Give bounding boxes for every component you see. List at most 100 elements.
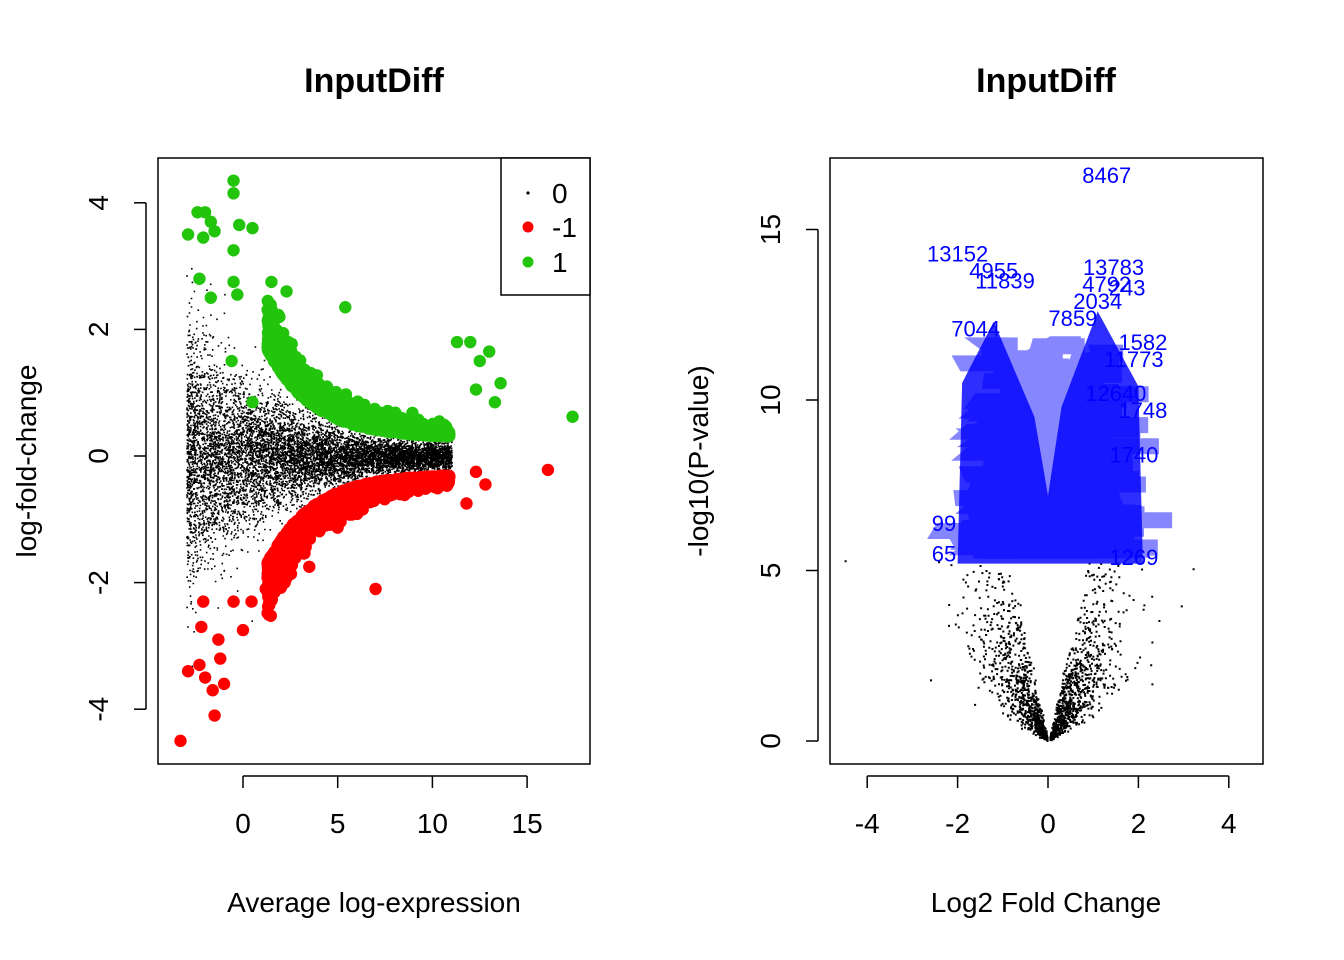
- volcano-gene-label: 8467: [1082, 163, 1131, 188]
- ma-point: [227, 595, 240, 608]
- ma-y-tick-label: 0: [83, 448, 114, 464]
- ma-x-tick-label: 0: [235, 808, 251, 839]
- ma-point: [245, 595, 258, 608]
- volcano-gene-label: 1582: [1118, 330, 1167, 355]
- ma-point: [236, 623, 250, 637]
- volcano-x-tick-label: -2: [945, 808, 970, 839]
- volcano-plot-x-label: Log2 Fold Change: [931, 887, 1161, 918]
- volcano-x-tick-label: -4: [855, 808, 880, 839]
- ma-x-tick-label: 5: [330, 808, 346, 839]
- ma-point: [473, 354, 486, 368]
- legend-marker-1: [522, 256, 534, 268]
- volcano-x-tick-label: 2: [1131, 808, 1147, 839]
- ma-point: [246, 395, 259, 409]
- volcano-gene-label: 11773: [1104, 347, 1164, 372]
- ma-point: [197, 231, 210, 244]
- volcano-gene-label: 2034: [1073, 289, 1122, 314]
- volcano-gene-label: 7044: [951, 316, 1000, 341]
- ma-plot-y-label: log-fold-change: [11, 364, 42, 557]
- ma-plot-title: InputDiff: [304, 62, 444, 100]
- volcano-gene-label: 11839: [975, 269, 1035, 294]
- ma-plot-x-label: Average log-expression: [227, 887, 521, 918]
- ma-point: [212, 633, 225, 646]
- ma-point: [469, 383, 483, 396]
- legend-marker-0: [526, 191, 530, 195]
- ma-point: [198, 206, 212, 219]
- ma-point: [479, 478, 492, 491]
- ma-series-neg1-points: [174, 463, 555, 748]
- legend-label-neg1: -1: [552, 212, 577, 243]
- ma-point: [193, 658, 206, 672]
- ma-point: [227, 187, 240, 200]
- ma-point: [208, 225, 221, 238]
- ma-series-1-points: [181, 174, 579, 443]
- ma-x-tick-label: 15: [512, 808, 543, 839]
- volcano-label-mass: [957, 311, 1143, 564]
- volcano-plot-panel: InputDiff Log2 Fold Change -log10(P-valu…: [683, 62, 1264, 918]
- ma-point: [460, 497, 473, 510]
- ma-y-tick-label: -4: [83, 697, 114, 722]
- volcano-gene-label: 1269: [1109, 545, 1158, 570]
- volcano-gene-label: 13152: [927, 241, 988, 266]
- ma-point: [303, 560, 316, 573]
- volcano-plot-title: InputDiff: [976, 62, 1116, 100]
- ma-plot-panel: InputDiff Average log-expression log-fol…: [11, 62, 591, 918]
- volcano-plot-axes: -4 -2 0 2 4 0 5 10 15: [755, 214, 1237, 839]
- ma-point: [265, 275, 278, 289]
- ma-point: [195, 620, 208, 634]
- ma-point: [225, 354, 238, 368]
- volcano-plot-y-label: -log10(P-value): [683, 365, 714, 556]
- legend-label-0: 0: [552, 178, 568, 209]
- ma-plot-points: [174, 174, 579, 748]
- ma-point: [280, 285, 293, 298]
- ma-plot-legend: 0 -1 1: [500, 157, 591, 296]
- ma-x-tick-label: 10: [417, 808, 448, 839]
- volcano-gene-label: 1748: [1118, 398, 1167, 423]
- ma-point: [208, 709, 221, 722]
- volcano-gene-label: 12640: [1085, 381, 1146, 406]
- volcano-x-tick-label: 0: [1040, 808, 1056, 839]
- volcano-y-tick-label: 10: [755, 384, 786, 415]
- ma-point: [233, 218, 246, 232]
- ma-point: [259, 582, 272, 596]
- ma-plot-frame: [157, 157, 591, 765]
- legend-label-1: 1: [552, 247, 568, 278]
- ma-point: [181, 228, 195, 241]
- volcano-gene-label: 4792: [1082, 272, 1131, 297]
- volcano-gene-label: 243: [1109, 275, 1146, 300]
- volcano-gene-label: 7859: [1048, 306, 1097, 331]
- volcano-y-tick-label: 5: [755, 563, 786, 579]
- ma-point: [278, 576, 291, 589]
- volcano-y-tick-label: 15: [755, 214, 786, 245]
- ma-point: [204, 291, 218, 304]
- ma-plot-axes: 0 5 10 15 -4 -2 0 2 4: [83, 195, 543, 839]
- ma-point: [450, 335, 464, 349]
- ma-point: [198, 671, 212, 684]
- ma-point: [204, 215, 218, 228]
- volcano-gene-label: 1740: [1109, 443, 1158, 468]
- legend-box: [500, 157, 591, 296]
- ma-point: [174, 734, 187, 748]
- legend-marker-neg1: [522, 221, 534, 233]
- ma-point: [227, 244, 240, 257]
- ma-point: [181, 665, 195, 678]
- volcano-gene-label: 13783: [1083, 255, 1144, 280]
- volcano-points-all: [844, 560, 1195, 742]
- ma-point: [464, 335, 477, 349]
- volcano-y-tick-label: 0: [755, 733, 786, 749]
- ma-point: [483, 345, 496, 358]
- volcano-plot-points: [844, 560, 1195, 742]
- ma-point: [231, 288, 244, 301]
- ma-series-0-points: [186, 268, 453, 668]
- ma-point: [193, 272, 206, 285]
- volcano-gene-label: 65: [932, 541, 956, 566]
- ma-point: [197, 595, 210, 608]
- ma-point: [369, 582, 382, 596]
- volcano-plot-frame: [829, 157, 1264, 765]
- ma-point: [246, 221, 259, 235]
- ma-point: [206, 684, 219, 697]
- ma-y-tick-label: -2: [83, 570, 114, 595]
- ma-point: [494, 377, 507, 390]
